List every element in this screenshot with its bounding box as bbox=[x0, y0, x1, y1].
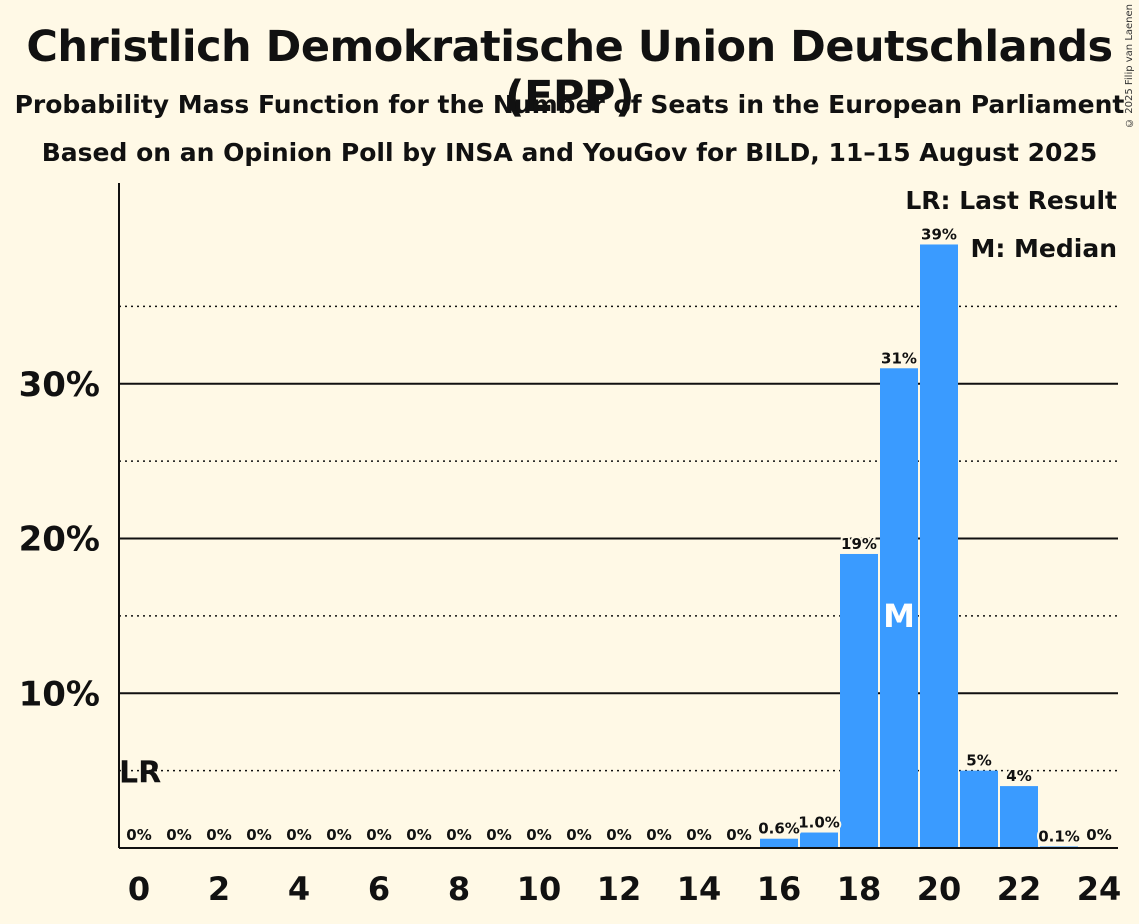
x-tick-label: 14 bbox=[677, 870, 722, 908]
y-tick-label: 20% bbox=[19, 520, 100, 560]
bar-value-label: 0% bbox=[166, 826, 191, 844]
bar-label-halo: 0% bbox=[486, 826, 511, 844]
bar-label-halo: 0% bbox=[606, 826, 631, 844]
bar-label-halo: 0% bbox=[126, 826, 151, 844]
last-result-marker: LR bbox=[119, 756, 161, 791]
bar-value-label: 31% bbox=[881, 349, 917, 367]
x-tick-label: 0 bbox=[128, 870, 150, 908]
bar-label-halo: 0.1% bbox=[1038, 827, 1080, 845]
bar-label-halo: 31% bbox=[881, 349, 917, 367]
bar-value-label: 4% bbox=[1006, 767, 1031, 785]
median-marker: M bbox=[883, 597, 915, 635]
bar-value-label: 0% bbox=[406, 826, 431, 844]
bar-label-halo: 0% bbox=[406, 826, 431, 844]
x-tick-label: 4 bbox=[288, 870, 310, 908]
bar-value-label: 0% bbox=[446, 826, 471, 844]
chart-subtitle-2: Based on an Opinion Poll by INSA and You… bbox=[41, 138, 1098, 167]
x-tick-label: 18 bbox=[837, 870, 882, 908]
x-tick-label: 6 bbox=[368, 870, 390, 908]
bar-label-halo: 5% bbox=[966, 752, 991, 770]
bar-value-label: 0% bbox=[726, 826, 751, 844]
bar-label-halo: 0% bbox=[366, 826, 391, 844]
bar-value-label: 0% bbox=[366, 826, 391, 844]
x-tick-label: 20 bbox=[917, 870, 962, 908]
bar-value-label: 0% bbox=[686, 826, 711, 844]
bar-value-label: 0% bbox=[246, 826, 271, 844]
bar-seat-19 bbox=[880, 368, 918, 848]
bar-value-label: 0% bbox=[486, 826, 511, 844]
bar-seat-16 bbox=[760, 838, 798, 848]
bar-value-labels: 0%0% 0%0% 0%0% 0%0% 0%0% 0%0% 0%0% 0%0% 0%0% 0%0%… bbox=[124, 223, 1113, 847]
legend-median: M: Median bbox=[970, 234, 1117, 263]
gridlines bbox=[119, 305, 1118, 772]
bar-value-label: 0.6% bbox=[758, 820, 800, 838]
bar-value-label: 0% bbox=[206, 826, 231, 844]
x-tick-label: 2 bbox=[208, 870, 230, 908]
bar-seat-18 bbox=[840, 553, 878, 848]
bar-label-halo: 0% bbox=[686, 826, 711, 844]
bar-value-label: 0.1% bbox=[1038, 827, 1080, 845]
x-axis-ticks: 0 2 4 6 8 10 12 14 16 18 20 22 24 bbox=[128, 870, 1121, 908]
bar-label-halo: 0% bbox=[246, 826, 271, 844]
bar-label-halo: 0% bbox=[326, 826, 351, 844]
bar-seat-21 bbox=[960, 770, 998, 848]
bar-label-halo: 0% bbox=[1086, 826, 1111, 844]
x-tick-label: 10 bbox=[517, 870, 562, 908]
bar-label-halo: 1.0% bbox=[798, 814, 840, 832]
bar-seat-17 bbox=[800, 832, 838, 848]
bar-label-halo: 0% bbox=[646, 826, 671, 844]
bar-value-label: 0% bbox=[566, 826, 591, 844]
x-tick-label: 8 bbox=[448, 870, 470, 908]
bar-value-label: 0% bbox=[286, 826, 311, 844]
bar-label-halo: 0% bbox=[286, 826, 311, 844]
bar-seat-22 bbox=[1000, 786, 1038, 848]
bars bbox=[760, 244, 1078, 849]
bar-label-halo: 0% bbox=[206, 826, 231, 844]
bar-label-halo: 0% bbox=[566, 826, 591, 844]
x-tick-label: 12 bbox=[597, 870, 642, 908]
bar-label-halo: 0% bbox=[446, 826, 471, 844]
bar-value-label: 0% bbox=[326, 826, 351, 844]
bar-label-halo: 39% bbox=[921, 225, 957, 243]
bar-label-halo: 0% bbox=[166, 826, 191, 844]
bar-label-halo: 0.6% bbox=[758, 820, 800, 838]
bar-value-label: 0% bbox=[646, 826, 671, 844]
bar-value-label: 0% bbox=[1086, 826, 1111, 844]
y-axis-ticks: 10% 20% 30% bbox=[19, 365, 100, 715]
bar-value-label: 39% bbox=[921, 225, 957, 243]
x-tick-label: 24 bbox=[1077, 870, 1122, 908]
bar-label-halo: 0% bbox=[526, 826, 551, 844]
chart-subtitle-1: Probability Mass Function for the Number… bbox=[14, 90, 1125, 119]
bar-label-halo: 0% bbox=[726, 826, 751, 844]
bar-value-label: 1.0% bbox=[798, 814, 840, 832]
chart-title: Christlich Demokratische Union Deutschla… bbox=[26, 22, 1113, 122]
bar-value-label: 0% bbox=[606, 826, 631, 844]
bar-seat-20 bbox=[920, 244, 958, 849]
legend-last-result: LR: Last Result bbox=[905, 186, 1117, 215]
bar-value-label: 19% bbox=[841, 535, 877, 553]
x-tick-label: 22 bbox=[997, 870, 1042, 908]
bar-label-halo: 4% bbox=[1006, 767, 1031, 785]
bar-value-label: 0% bbox=[526, 826, 551, 844]
y-tick-label: 10% bbox=[19, 674, 100, 714]
bar-label-halo: 19% bbox=[841, 535, 877, 553]
bar-value-label: 0% bbox=[126, 826, 151, 844]
y-tick-label: 30% bbox=[19, 365, 100, 405]
bar-value-label: 5% bbox=[966, 752, 991, 770]
x-tick-label: 16 bbox=[757, 870, 802, 908]
